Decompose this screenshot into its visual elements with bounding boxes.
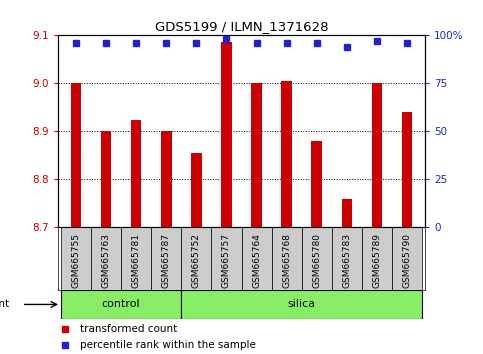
Text: control: control bbox=[102, 299, 141, 309]
Text: GSM665790: GSM665790 bbox=[402, 233, 412, 288]
Bar bbox=[251, 83, 262, 227]
Text: agent: agent bbox=[0, 299, 10, 309]
Text: GSM665755: GSM665755 bbox=[71, 233, 81, 288]
Bar bbox=[181, 290, 422, 319]
Bar bbox=[282, 81, 292, 227]
Bar bbox=[191, 153, 201, 227]
Bar bbox=[131, 120, 142, 227]
Text: GSM665787: GSM665787 bbox=[162, 233, 171, 288]
Text: GSM665768: GSM665768 bbox=[282, 233, 291, 288]
Bar bbox=[332, 227, 362, 290]
Text: GSM665789: GSM665789 bbox=[372, 233, 382, 288]
Text: GSM665781: GSM665781 bbox=[132, 233, 141, 288]
Text: transformed count: transformed count bbox=[80, 324, 177, 334]
Bar bbox=[312, 142, 322, 227]
Bar bbox=[101, 131, 112, 227]
Bar bbox=[61, 227, 91, 290]
Bar bbox=[302, 227, 332, 290]
Text: GSM665752: GSM665752 bbox=[192, 233, 201, 288]
Text: GSM665780: GSM665780 bbox=[312, 233, 321, 288]
Text: GSM665764: GSM665764 bbox=[252, 233, 261, 288]
Bar bbox=[121, 227, 151, 290]
Text: percentile rank within the sample: percentile rank within the sample bbox=[80, 340, 256, 350]
Bar bbox=[392, 227, 422, 290]
Bar bbox=[221, 42, 232, 227]
Bar bbox=[151, 227, 181, 290]
Title: GDS5199 / ILMN_1371628: GDS5199 / ILMN_1371628 bbox=[155, 20, 328, 33]
Bar bbox=[242, 227, 271, 290]
Text: GSM665783: GSM665783 bbox=[342, 233, 351, 288]
Bar bbox=[341, 199, 352, 227]
Text: GSM665763: GSM665763 bbox=[101, 233, 111, 288]
Bar bbox=[402, 112, 412, 227]
Text: silica: silica bbox=[287, 299, 316, 309]
Bar bbox=[371, 83, 382, 227]
Text: GSM665757: GSM665757 bbox=[222, 233, 231, 288]
Bar bbox=[271, 227, 302, 290]
Bar bbox=[362, 227, 392, 290]
Bar bbox=[71, 83, 81, 227]
Bar bbox=[91, 227, 121, 290]
Bar bbox=[61, 290, 181, 319]
Bar bbox=[181, 227, 212, 290]
Bar bbox=[212, 227, 242, 290]
Bar bbox=[161, 131, 171, 227]
